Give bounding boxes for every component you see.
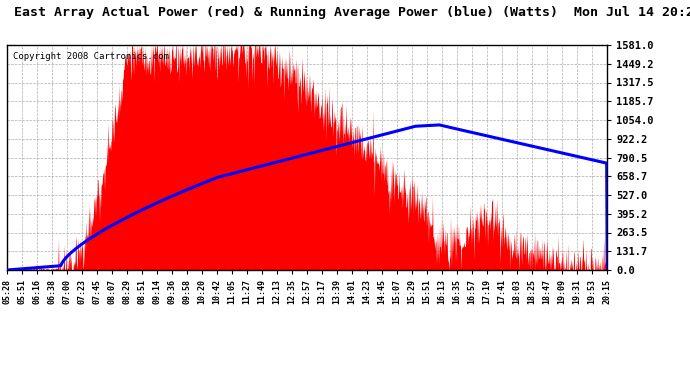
Text: Copyright 2008 Cartronics.com: Copyright 2008 Cartronics.com bbox=[13, 52, 169, 61]
Text: East Array Actual Power (red) & Running Average Power (blue) (Watts)  Mon Jul 14: East Array Actual Power (red) & Running … bbox=[14, 6, 690, 19]
